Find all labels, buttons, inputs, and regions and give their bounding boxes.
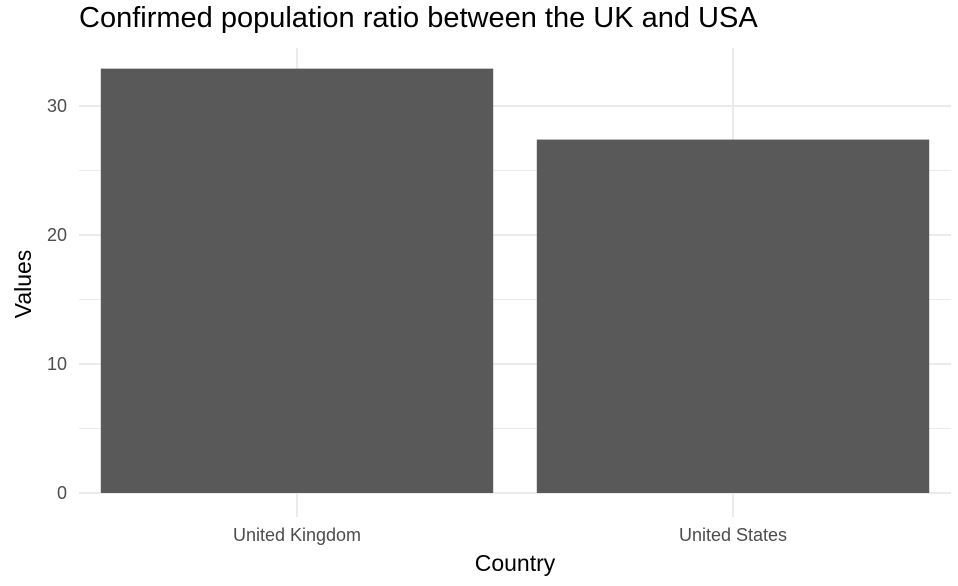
- y-tick-label: 20: [47, 225, 67, 245]
- y-axis-ticks: 0 10 20 30: [47, 96, 67, 503]
- y-axis-title: Values: [10, 250, 36, 319]
- y-tick-label: 30: [47, 96, 67, 116]
- x-axis-title: Country: [475, 550, 556, 576]
- x-tick-label: United States: [679, 525, 787, 545]
- y-tick-label: 0: [57, 483, 67, 503]
- x-tick-label: United Kingdom: [233, 525, 361, 545]
- bars: [100, 68, 930, 493]
- bar-united-kingdom: [100, 68, 494, 493]
- y-tick-label: 10: [47, 354, 67, 374]
- bar-united-states: [536, 139, 930, 493]
- chart-title: Confirmed population ratio between the U…: [79, 2, 758, 34]
- x-axis-ticks: United Kingdom United States: [233, 525, 787, 545]
